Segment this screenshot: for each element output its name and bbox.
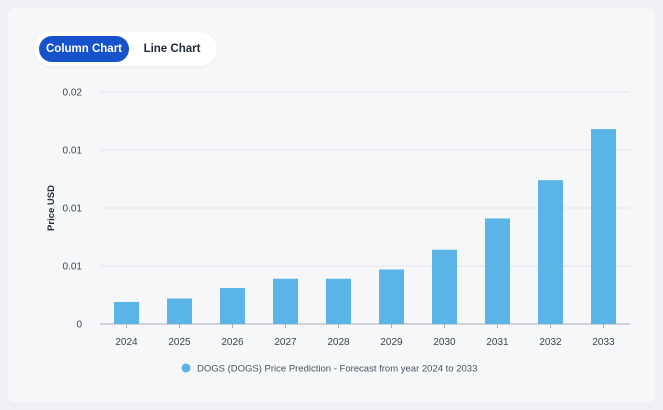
bar-2028[interactable] (326, 279, 351, 324)
y-tick-label: 0 (76, 320, 82, 331)
bar-2026[interactable] (220, 288, 245, 324)
bar-2025[interactable] (167, 298, 192, 324)
y-tick-label: 0.01 (63, 146, 83, 157)
x-tick-label: 2025 (168, 337, 191, 348)
x-tick-label: 2031 (486, 337, 509, 348)
bar-2033[interactable] (591, 129, 616, 324)
bar-2029[interactable] (379, 269, 404, 324)
y-tick-label: 0.01 (63, 204, 83, 215)
x-tick-label: 2027 (274, 337, 297, 348)
bar-2024[interactable] (114, 302, 139, 324)
legend-label[interactable]: DOGS (DOGS) Price Prediction - Forecast … (197, 364, 477, 375)
bar-2027[interactable] (273, 279, 298, 324)
bar-2030[interactable] (432, 250, 457, 324)
x-tick-label: 2030 (433, 337, 456, 348)
x-tick-label: 2029 (380, 337, 403, 348)
x-tick-label: 2028 (327, 337, 350, 348)
x-tick-label: 2024 (115, 337, 138, 348)
bar-2031[interactable] (485, 218, 510, 324)
x-tick-label: 2026 (221, 337, 244, 348)
legend-marker (182, 364, 191, 373)
y-axis-label: Price USD (46, 185, 57, 231)
y-tick-label: 0.02 (63, 88, 83, 99)
x-tick-label: 2033 (592, 337, 615, 348)
y-tick-label: 0.01 (63, 262, 83, 273)
bar-2032[interactable] (538, 180, 563, 324)
x-tick-label: 2032 (539, 337, 562, 348)
